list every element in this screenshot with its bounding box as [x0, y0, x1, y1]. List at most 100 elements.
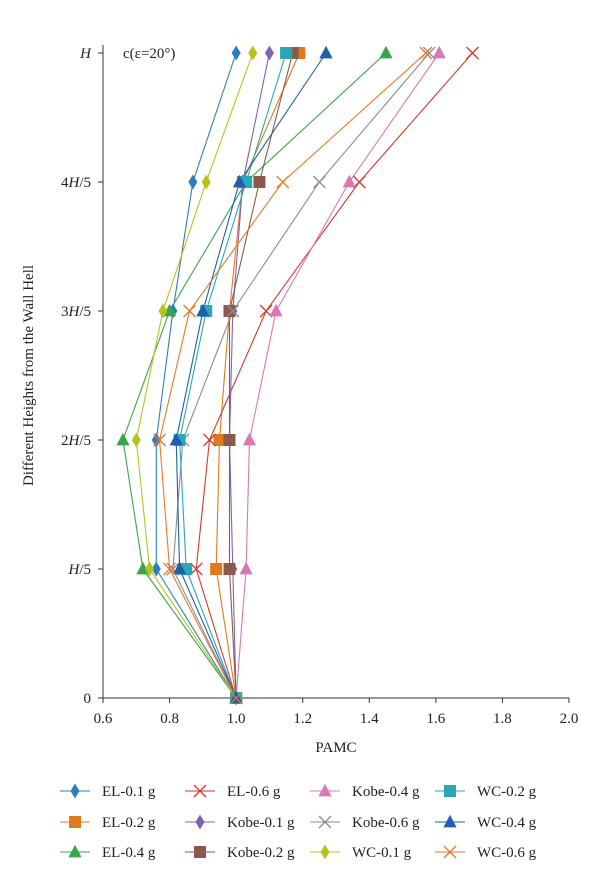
legend-marker	[195, 814, 205, 830]
series-kobe-0-2-g-point	[223, 305, 236, 317]
legend-wc-0-4-g: WC-0.4 g	[435, 814, 537, 831]
y-tick-label: H/5	[67, 562, 91, 578]
series-kobe-0-6-g-point	[226, 304, 240, 318]
series-kobe-0-4-g-point	[432, 45, 446, 59]
legend-label: EL-0.6 g	[227, 784, 281, 800]
x-stroke	[276, 175, 290, 189]
legend-label: EL-0.2 g	[102, 815, 156, 831]
legend-marker	[318, 815, 332, 829]
series-wc-0-4-g-line	[175, 52, 327, 699]
series-el-0-2-g-point	[210, 563, 223, 575]
series-kobe-0-2-g-point	[223, 563, 236, 575]
series-wc-0-4-g-markers	[169, 45, 333, 704]
series-kobe-0-6-g-line	[172, 52, 430, 699]
series-wc-0-2-g-point	[280, 47, 293, 59]
x-axis-title: PAMC	[315, 740, 356, 756]
legend-marker	[69, 816, 81, 828]
legend-wc-0-2-g: WC-0.2 g	[435, 784, 537, 800]
series-el-0-6-g-point	[203, 433, 216, 447]
legend-marker	[444, 785, 456, 797]
series-wc-0-6-g-point	[183, 304, 197, 318]
series-layer	[122, 52, 473, 699]
x-stroke	[229, 691, 243, 705]
legend-kobe-0-6-g: Kobe-0.6 g	[310, 815, 420, 831]
series-kobe-0-6-g-point	[312, 175, 326, 189]
legend-marker	[68, 844, 82, 858]
x-stroke	[193, 784, 207, 798]
x-stroke	[312, 175, 326, 189]
series-el-0-4-g-line	[122, 52, 387, 699]
x-stroke	[443, 845, 457, 859]
legend-label: Kobe-0.2 g	[227, 845, 295, 861]
x-tick-label: 1.6	[426, 711, 445, 727]
series-wc-0-1-g-point	[158, 303, 168, 319]
x-tick-label: 1.2	[293, 711, 312, 727]
x-tick-label: 0.8	[160, 711, 179, 727]
series-wc-0-4-g-point	[232, 174, 247, 188]
legend-label: Kobe-0.6 g	[352, 815, 420, 831]
series-el-0-1-g-point	[151, 432, 161, 448]
y-tick-label: 4H/5	[61, 175, 91, 191]
legend-label: WC-0.4 g	[477, 815, 537, 831]
x-tick-label: 1.4	[360, 711, 379, 727]
series-kobe-0-1-g-point	[264, 45, 274, 61]
series-wc-0-4-g-point	[319, 45, 333, 59]
series-kobe-0-4-g-line	[235, 52, 440, 699]
series-el-0-4-g-point	[162, 303, 177, 317]
series-kobe-0-2-g-markers	[223, 47, 299, 704]
legend-kobe-0-4-g: Kobe-0.4 g	[310, 783, 420, 800]
x-stroke	[422, 46, 436, 60]
legend-label: Kobe-0.1 g	[227, 815, 295, 831]
legend-wc-0-1-g: WC-0.1 g	[310, 844, 412, 861]
series-wc-0-6-g-point	[419, 46, 433, 60]
legend-marker	[318, 783, 332, 797]
axes: 0.6 0.8 1.0 1.2 1.4 1.6 1.8 2.0 0 H/5 2H/5 3H/5 4H/5…	[61, 45, 578, 727]
series-wc-0-6-g-point	[153, 433, 167, 447]
chart-annotation: c(ε=20°)	[123, 46, 175, 62]
legend-marker	[193, 784, 207, 798]
series-wc-0-6-g-point	[229, 691, 243, 705]
series-wc-0-6-g-markers	[153, 46, 433, 705]
series-wc-0-1-g-point	[201, 174, 211, 190]
legend-el-0-6-g: EL-0.6 g	[185, 784, 281, 800]
legend-kobe-0-2-g: Kobe-0.2 g	[185, 845, 295, 861]
series-el-0-1-g-point	[231, 45, 241, 61]
legend-kobe-0-1-g: Kobe-0.1 g	[185, 814, 295, 831]
y-tick-label: 3H/5	[61, 304, 91, 320]
x-stroke	[419, 46, 433, 60]
series-wc-0-6-g-point	[163, 562, 177, 576]
series-el-0-1-g-line	[155, 52, 237, 699]
legend-marker	[320, 844, 330, 860]
x-tick-label: 0.6	[94, 711, 113, 727]
series-kobe-0-2-g-point	[253, 176, 266, 188]
x-stroke	[466, 46, 479, 60]
legend-marker	[443, 845, 457, 859]
y-tick-label: H	[79, 46, 92, 62]
x-tick-label: 1.0	[227, 711, 246, 727]
series-wc-0-1-g-line	[135, 52, 254, 699]
series-wc-0-4-g-point	[172, 561, 187, 575]
y-tick-label: 2H/5	[61, 433, 91, 449]
series-el-0-4-g-point	[136, 561, 150, 575]
x-tick-label: 1.8	[493, 711, 512, 727]
series-el-0-6-g-point	[259, 304, 273, 318]
legend: EL-0.1 g EL-0.2 g EL-0.4 g EL-0.6 g Kobe-0.1…	[60, 783, 537, 861]
legend-label: EL-0.4 g	[102, 845, 156, 861]
series-wc-0-1-g-markers	[131, 45, 258, 706]
series-kobe-0-4-g-markers	[229, 45, 446, 704]
legend-wc-0-6-g: WC-0.6 g	[435, 845, 537, 861]
series-el-0-6-g-point	[466, 46, 479, 60]
x-stroke	[203, 433, 216, 447]
series-el-0-4-g-point	[116, 432, 130, 446]
series-wc-0-1-g-point	[145, 561, 155, 577]
series-kobe-0-4-g-point	[342, 174, 356, 188]
legend-label: Kobe-0.4 g	[352, 784, 420, 800]
series-wc-0-6-g-line	[159, 52, 427, 699]
legend-marker	[443, 814, 457, 828]
legend-marker	[194, 846, 206, 858]
series-el-0-6-g-point	[352, 175, 366, 189]
series-wc-0-4-g-point	[196, 303, 210, 317]
series-wc-0-1-g-point	[248, 45, 258, 61]
legend-marker	[70, 783, 80, 799]
